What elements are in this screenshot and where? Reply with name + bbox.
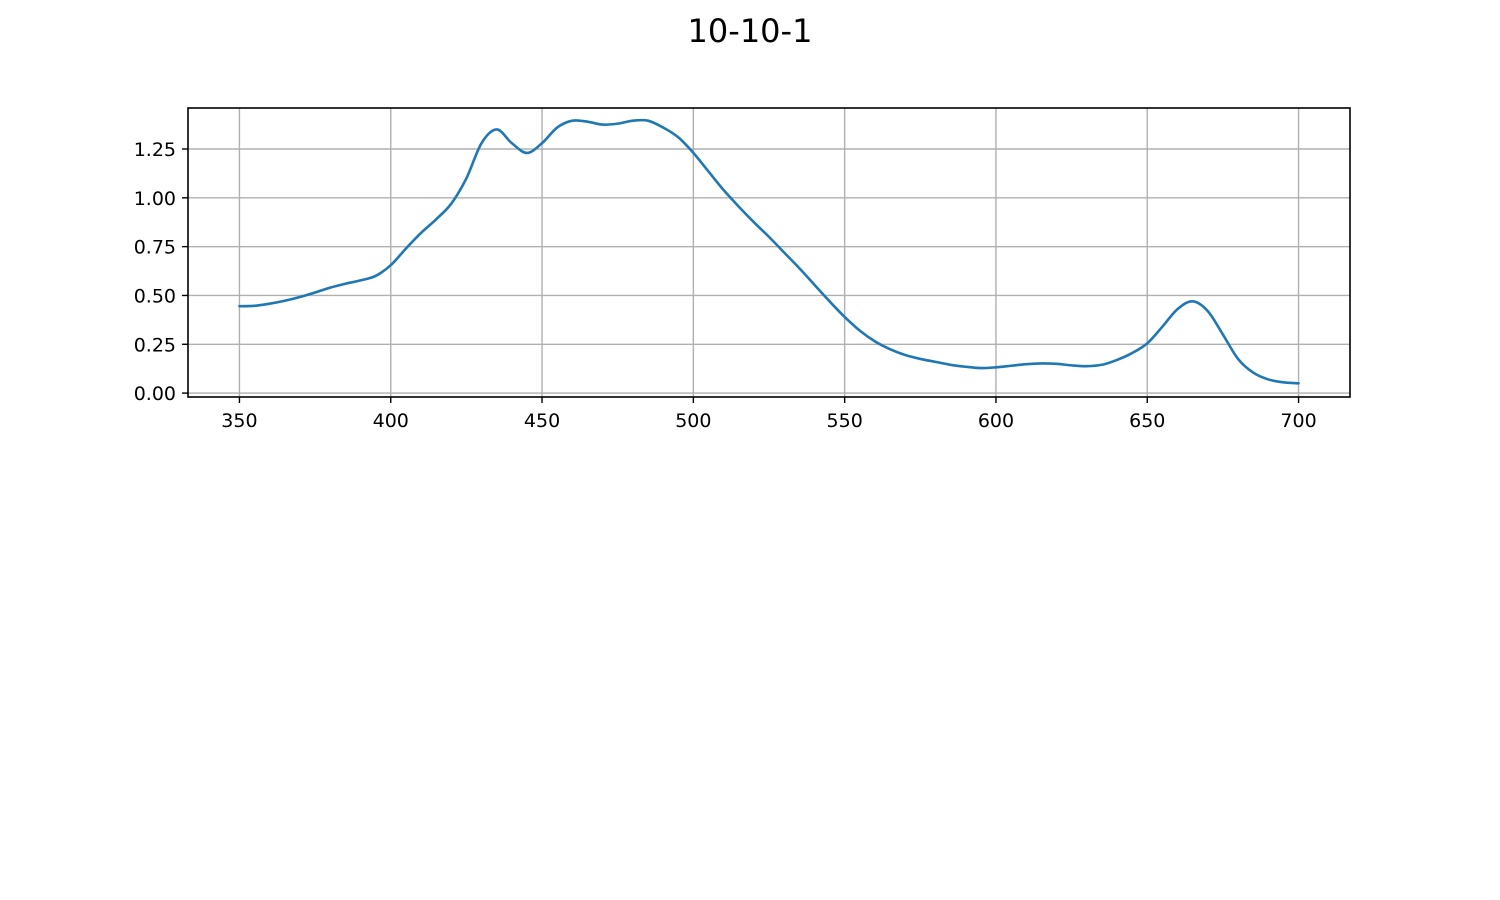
x-tick-label: 350 <box>221 410 257 432</box>
y-tick-label: 0.75 <box>134 237 176 259</box>
y-tick-label: 0.00 <box>134 383 176 405</box>
series-line <box>238 118 1300 385</box>
x-tick-label: 650 <box>1129 410 1165 432</box>
y-tick-label: 1.00 <box>134 188 176 210</box>
x-tick-label: 600 <box>978 410 1014 432</box>
x-tick-label: 450 <box>524 410 560 432</box>
x-tick-label: 700 <box>1280 410 1316 432</box>
axis-ticks: 350 400 450 500 550 600 650 700 0.00 0.25 0.50 0.75… <box>134 139 1317 432</box>
x-tick-label: 550 <box>827 410 863 432</box>
x-tick-label: 400 <box>373 410 409 432</box>
y-tick-label: 1.25 <box>134 139 176 161</box>
y-tick-label: 0.50 <box>134 285 176 307</box>
grid-lines <box>188 108 1350 397</box>
y-tick-label: 0.25 <box>134 334 176 356</box>
plot-area-frame <box>187 107 1351 398</box>
series-layer <box>238 118 1300 385</box>
chart-title: 10-10-1 <box>687 12 813 50</box>
x-tick-label: 500 <box>675 410 711 432</box>
